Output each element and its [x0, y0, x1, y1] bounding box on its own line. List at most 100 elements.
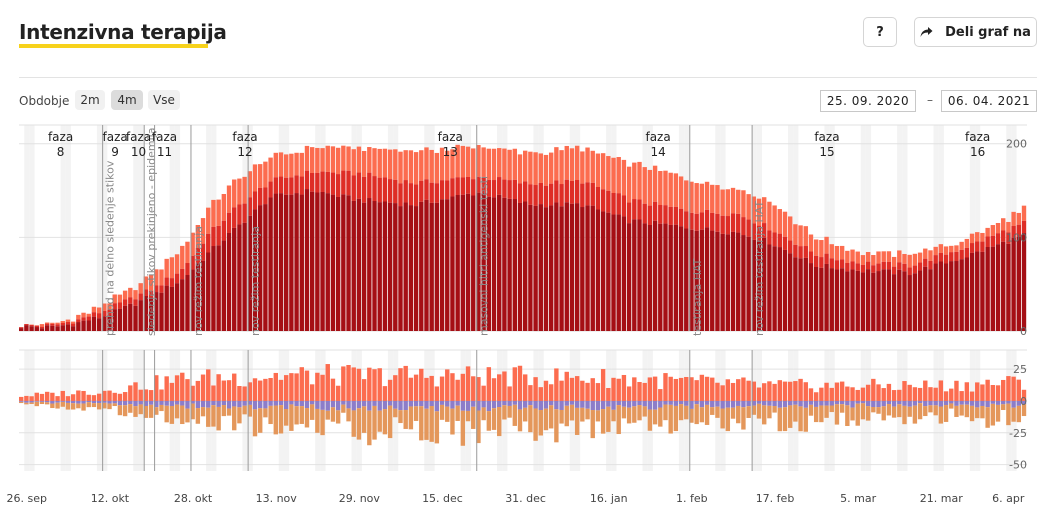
bar-icu-segment [408, 205, 414, 331]
y-tick-label: 100 [1006, 231, 1027, 244]
bar-top-segment [865, 251, 871, 262]
bar-top-segment [91, 306, 97, 313]
bar-out-orange [434, 411, 440, 444]
bar-icu-segment [65, 324, 71, 331]
bar-out-orange [647, 409, 653, 431]
bar-in [1011, 376, 1016, 401]
bar-in [600, 369, 606, 401]
bar-in [117, 393, 123, 401]
bar-mid-segment [569, 180, 575, 204]
bar-out-purple [39, 400, 45, 402]
bar-mid-segment [777, 233, 782, 248]
x-tick-label: 16. jan [590, 492, 628, 505]
bar-in [725, 379, 731, 401]
bar-icu-segment [471, 195, 476, 331]
bar-icu-segment [185, 274, 190, 331]
bar-in [1021, 389, 1027, 401]
bar-out-purple [559, 400, 564, 410]
bar-out-purple [346, 400, 351, 409]
bar-icu-segment [19, 328, 24, 331]
bar-out-purple [564, 400, 569, 406]
bar-out-orange [138, 404, 143, 415]
weekend-band [315, 125, 321, 332]
bar-in [860, 387, 866, 401]
bar-mid-segment [995, 233, 1001, 245]
bar-out-purple [632, 400, 637, 407]
x-tick-label: 29. nov [339, 492, 381, 505]
bar-out-purple [263, 400, 268, 409]
bar-mid-segment [736, 213, 741, 233]
bar-out-purple [382, 400, 388, 410]
bar-in [335, 385, 341, 401]
bar-mid-segment [76, 319, 81, 323]
bar-mid-segment [486, 179, 492, 197]
bar-out-orange [652, 409, 658, 425]
bar-out-purple [304, 400, 310, 409]
bar-mid-segment [361, 176, 367, 203]
bar-in [497, 374, 502, 401]
weekend-band [242, 125, 248, 332]
bar-in [96, 393, 102, 401]
bar-mid-segment [55, 324, 60, 327]
weekend-band [320, 350, 326, 471]
bar-icu-segment [346, 195, 351, 331]
bar-in [923, 380, 928, 401]
bar-out-orange [491, 408, 497, 430]
bar-mid-segment [34, 325, 39, 328]
bar-out-orange [216, 406, 221, 431]
bar-icu-segment [133, 305, 138, 331]
bar-out-purple [419, 400, 424, 407]
bar-top-segment [232, 179, 237, 208]
bar-in [990, 385, 996, 401]
bar-in [445, 369, 450, 401]
bar-icu-segment [315, 192, 320, 331]
bar-icu-segment [419, 201, 424, 331]
bar-mid-segment [606, 190, 611, 213]
period-button-4m[interactable]: 4m [111, 90, 143, 110]
x-tick-label: 31. dec [505, 492, 546, 505]
weekend-band [933, 125, 939, 332]
bar-top-segment [481, 147, 486, 177]
bar-top-segment [673, 173, 679, 207]
date-from-input[interactable]: 25. 09. 2020 [820, 90, 916, 112]
weekend-band [65, 350, 71, 471]
bar-out-orange [824, 405, 829, 418]
weekend-band [465, 350, 472, 471]
x-tick-label: 13. nov [256, 492, 298, 505]
bar-out-orange [1011, 407, 1016, 422]
bar-top-segment [133, 290, 138, 300]
bar-in [793, 381, 798, 401]
bar-out-orange [19, 401, 24, 404]
bar-out-orange [559, 409, 564, 424]
bar-out-purple [600, 400, 606, 410]
bar-in [772, 383, 777, 401]
share-button[interactable]: Deli graf na [914, 17, 1037, 47]
bar-out-purple [1011, 400, 1016, 408]
bar-mid-segment [543, 185, 549, 208]
bar-out-orange [902, 405, 907, 425]
bar-in [242, 386, 247, 401]
bar-out-purple [465, 400, 471, 411]
bar-in [548, 384, 554, 401]
bar-out-orange [200, 407, 206, 417]
bar-icu-segment [741, 235, 746, 331]
help-button[interactable]: ? [863, 17, 897, 47]
bar-out-purple [730, 400, 736, 408]
date-to-input[interactable]: 06. 04. 2021 [941, 90, 1037, 112]
bar-top-segment [606, 156, 611, 191]
bar-icu-segment [450, 196, 455, 331]
bar-mid-segment [309, 172, 315, 192]
bar-out-purple [180, 400, 185, 406]
bar-mid-segment [933, 255, 938, 264]
bar-out-purple [855, 400, 860, 404]
bar-out-purple [19, 400, 24, 402]
bar-out-orange [465, 410, 471, 422]
period-button-all[interactable]: Vse [148, 90, 180, 110]
weekend-band [497, 350, 503, 471]
bar-in [839, 381, 845, 401]
bar-in [325, 364, 330, 401]
bar-in [408, 377, 414, 401]
period-button-2m[interactable]: 2m [75, 90, 105, 110]
bar-in [715, 382, 720, 401]
bar-icu-segment [195, 263, 201, 331]
